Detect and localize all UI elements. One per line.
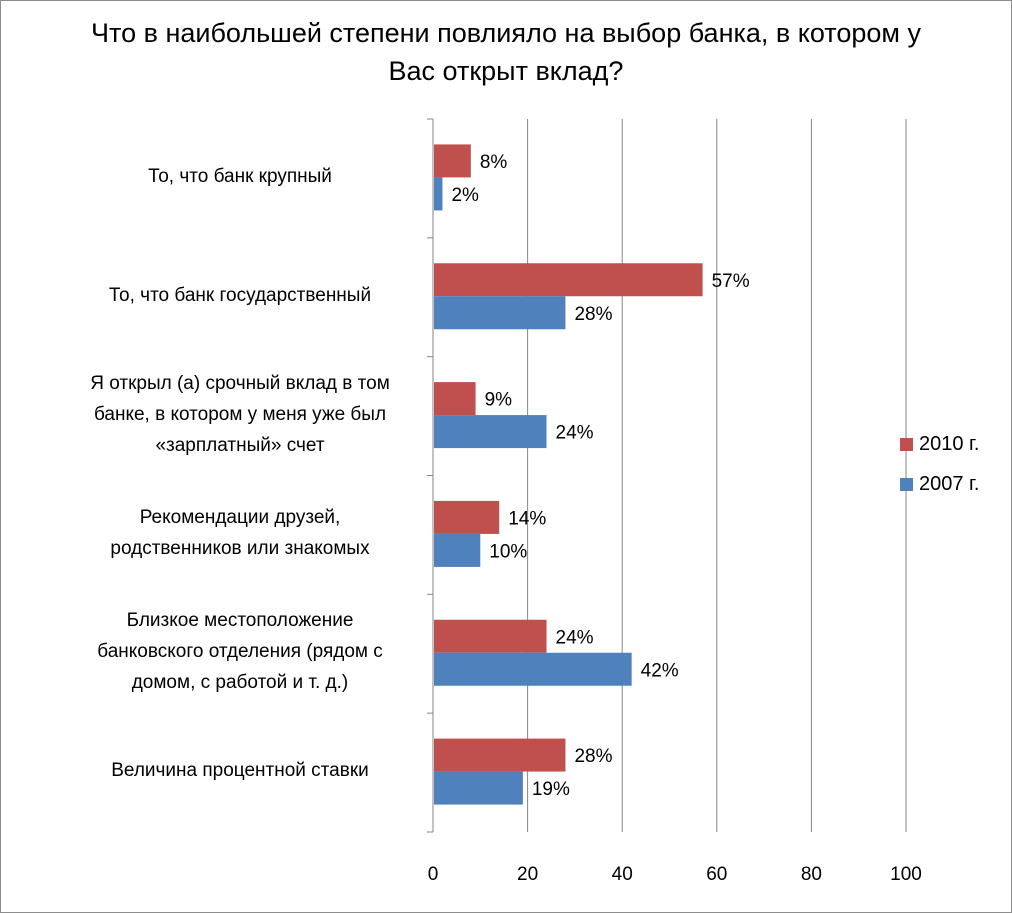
category-label-line: Я открыл (а) срочный вклад в том [90, 372, 390, 394]
legend-item-2010: 2010 г. [900, 424, 979, 464]
x-tick-label-100: 100 [890, 864, 922, 885]
category-label-line: То, что банк государственный [108, 284, 372, 306]
x-tick-label-0: 0 [428, 864, 439, 885]
x-tick-label-80: 80 [801, 864, 822, 885]
legend: 2010 г. 2007 г. [900, 424, 979, 504]
data-label-2010-0: 8% [480, 152, 508, 173]
chart-title-line-1: Что в наибольшей степени повлияло на выб… [91, 18, 921, 48]
bar-2010-3 [434, 500, 500, 534]
data-label-2007-5: 19% [532, 779, 570, 800]
data-label-2010-2: 9% [485, 390, 513, 411]
chart-title: Что в наибольшей степени повлияло на выб… [20, 14, 992, 90]
x-tick-label-60: 60 [706, 864, 727, 885]
category-label-3: Рекомендации друзей, родственников или зн… [60, 502, 420, 564]
bar-2010-5 [434, 738, 566, 772]
bar-2010-0 [434, 144, 471, 178]
data-label-2010-3: 14% [508, 508, 546, 529]
x-tick-label-20: 20 [517, 864, 538, 885]
data-label-2007-3: 10% [489, 541, 527, 562]
category-label-4: Близкое местоположение банковского отделе… [60, 605, 420, 698]
bar-2007-5 [434, 771, 523, 805]
data-label-2010-5: 28% [574, 746, 612, 767]
category-label-line: Рекомендации друзей, [139, 506, 341, 528]
bar-2007-2 [434, 415, 547, 449]
category-label-line: банковского отделения (рядом с [97, 641, 383, 663]
chart-title-line-2: Вас открыт вклад? [388, 56, 624, 86]
bar-2007-3 [434, 533, 481, 567]
bar-2007-4 [434, 652, 632, 686]
x-tick-label-40: 40 [612, 864, 633, 885]
category-label-line: «зарплатный» счет [155, 434, 325, 456]
legend-label-2010: 2010 г. [919, 432, 980, 455]
category-label-line: банке, в котором у меня уже был [93, 403, 387, 425]
legend-swatch-2010 [900, 437, 913, 451]
data-label-2007-4: 42% [641, 660, 679, 681]
category-label-5: Величина процентной ставки [60, 755, 420, 786]
category-label-line: То, что банк крупный [148, 165, 332, 187]
category-label-1: То, что банк государственный [60, 280, 420, 311]
bar-2010-1 [434, 263, 703, 297]
category-label-2: Я открыл (а) срочный вклад в том банке, в… [60, 368, 420, 461]
category-label-line: родственников или знакомых [110, 537, 370, 559]
legend-label-2007: 2007 г. [919, 472, 980, 495]
data-label-2007-1: 28% [574, 304, 612, 325]
category-label-line: Величина процентной ставки [111, 760, 369, 782]
data-label-2010-4: 24% [556, 627, 594, 648]
legend-item-2007: 2007 г. [900, 464, 979, 504]
category-label-line: домом, с работой и т. д.) [131, 672, 349, 694]
category-label-0: То, что банк крупный [60, 161, 420, 192]
bar-2010-4 [434, 619, 547, 653]
legend-swatch-2007 [900, 477, 913, 491]
category-label-line: Близкое местоположение [126, 610, 354, 632]
bar-2007-1 [434, 296, 566, 330]
data-label-2007-2: 24% [556, 423, 594, 444]
bar-2010-2 [434, 382, 476, 416]
data-label-2007-0: 2% [451, 185, 479, 206]
data-label-2010-1: 57% [712, 271, 750, 292]
bar-2007-0 [434, 177, 443, 211]
